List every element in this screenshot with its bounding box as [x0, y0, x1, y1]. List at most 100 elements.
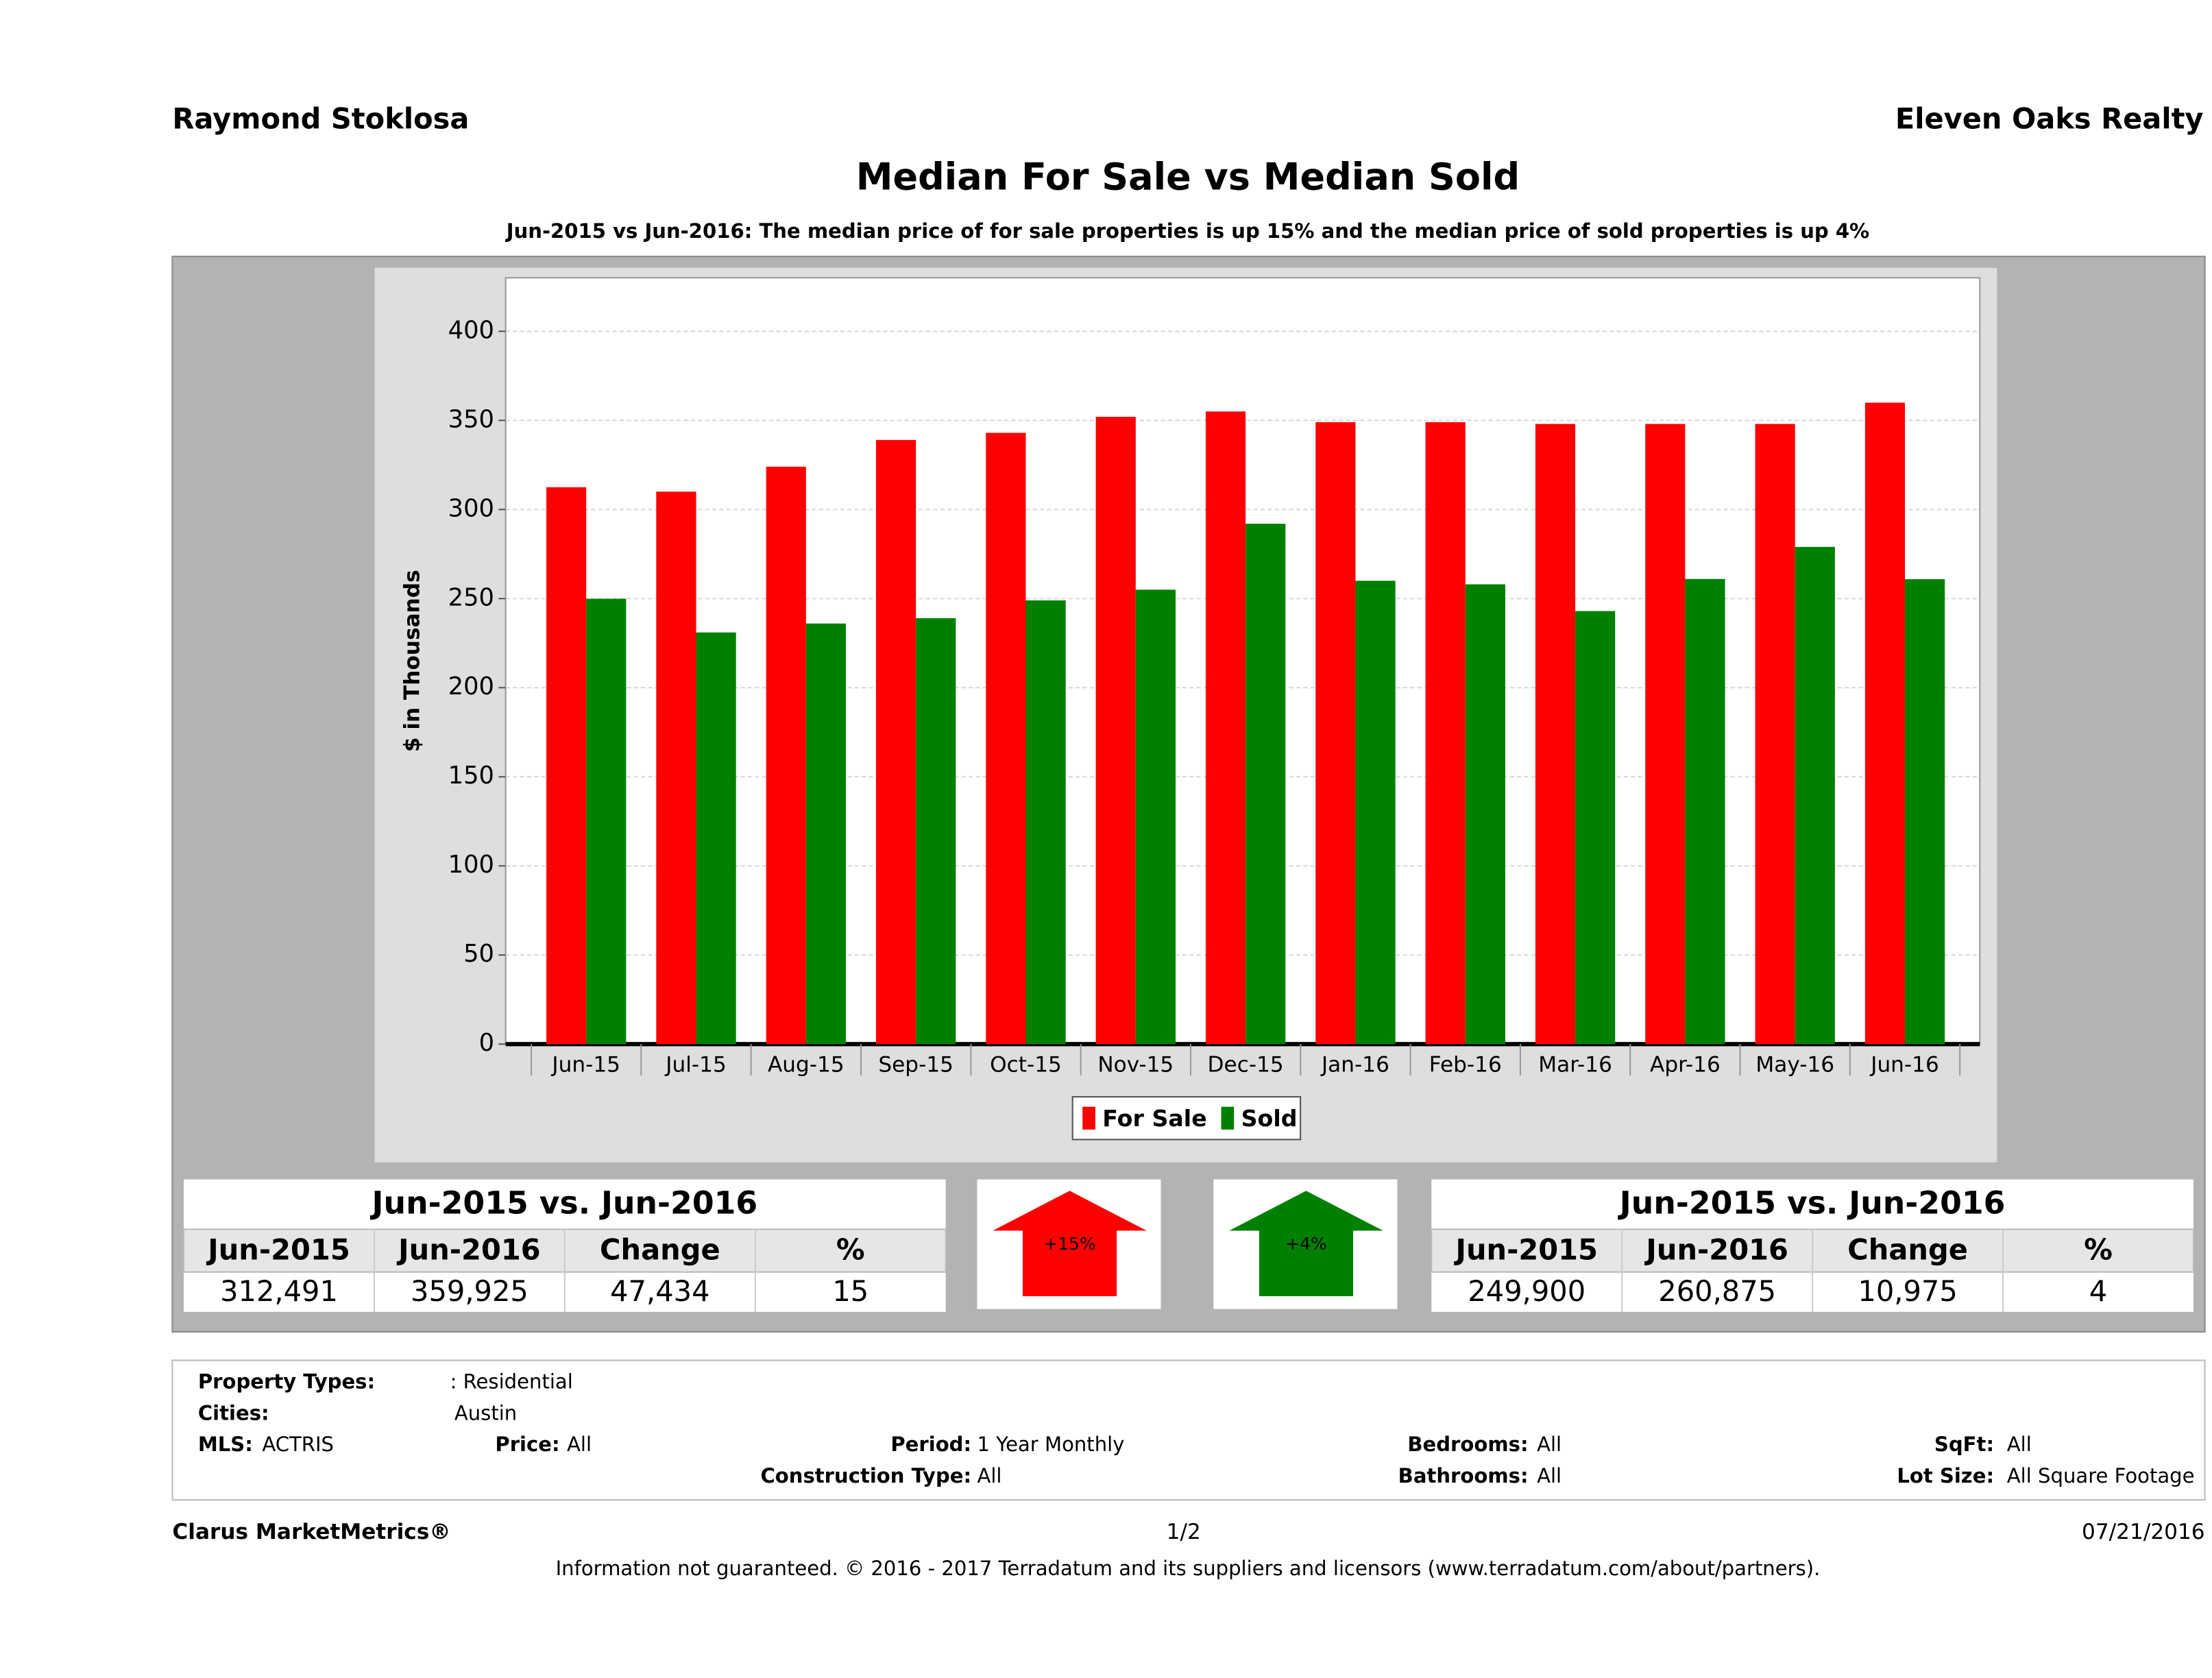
bar: [586, 598, 627, 1045]
y-tick-label: 100: [448, 851, 494, 879]
column-header: %: [836, 1233, 865, 1267]
bar: [1245, 524, 1286, 1045]
chart-title: Median For Sale vs Median Sold: [856, 156, 1520, 199]
filter-label: Construction Type:: [760, 1464, 971, 1487]
y-tick-label: 250: [448, 583, 494, 611]
column-header: Jun-2015: [1454, 1233, 1599, 1267]
page-number: 1/2: [1167, 1520, 1201, 1544]
legend-label: Sold: [1241, 1105, 1298, 1132]
bar: [986, 433, 1026, 1045]
bar: [1795, 546, 1835, 1045]
filter-value: : Residential: [450, 1370, 573, 1394]
bar: [1535, 424, 1576, 1045]
y-tick-label: 400: [448, 316, 494, 344]
table-cell: 10,975: [1858, 1274, 1957, 1308]
bar: [916, 618, 956, 1045]
y-tick-label: 350: [448, 405, 494, 433]
y-tick-label: 200: [448, 672, 494, 701]
bar: [546, 487, 587, 1045]
x-tick-label: Aug-15: [768, 1052, 844, 1077]
bar: [1575, 611, 1616, 1045]
bar: [1905, 579, 1945, 1045]
bar: [1135, 589, 1176, 1045]
filter-value: Austin: [454, 1401, 517, 1424]
column-header: Change: [600, 1233, 720, 1267]
report-date: 07/21/2016: [2082, 1520, 2205, 1544]
arrow-label: +4%: [1285, 1234, 1326, 1254]
bar: [1864, 402, 1906, 1045]
x-tick-label: Jun-15: [550, 1052, 620, 1077]
legend-label: For Sale: [1102, 1105, 1206, 1132]
agent-name: Raymond Stoklosa: [172, 102, 469, 136]
legend-box: [1071, 1096, 1302, 1141]
bar: [875, 439, 916, 1045]
x-tick-label: Jan-16: [1320, 1052, 1389, 1077]
filter-label: SqFt:: [1934, 1433, 1994, 1456]
bar: [805, 623, 847, 1045]
table-cell: 260,875: [1658, 1274, 1776, 1308]
y-tick-label: 150: [448, 762, 494, 790]
footer-brand: Clarus MarketMetrics®: [172, 1520, 450, 1544]
filter-value: All Square Footage: [2007, 1464, 2195, 1487]
change-arrow: [993, 1191, 1147, 1297]
filter-label: MLS:: [198, 1433, 253, 1456]
filter-value: All: [567, 1433, 592, 1456]
bar: [1025, 600, 1066, 1045]
filter-value: ACTRIS: [262, 1433, 334, 1456]
x-tick-label: Jul-15: [664, 1052, 726, 1077]
table-cell: 4: [2089, 1274, 2107, 1308]
bar: [1205, 411, 1246, 1045]
y-tick-label: 0: [479, 1029, 494, 1057]
y-axis-label: $ in Thousands: [400, 570, 425, 752]
bar: [1095, 417, 1136, 1045]
table-cell: 47,434: [610, 1274, 709, 1308]
x-tick-label: Sep-15: [878, 1052, 953, 1077]
filter-label: Price:: [495, 1433, 559, 1456]
filter-value: All: [2007, 1433, 2032, 1456]
filter-label: Bathrooms:: [1398, 1464, 1529, 1487]
x-tick-label: May-16: [1755, 1052, 1834, 1077]
filter-value: All: [1537, 1464, 1561, 1487]
bar: [696, 632, 736, 1045]
x-tick-label: Dec-15: [1208, 1052, 1284, 1077]
table-cell: 249,900: [1468, 1274, 1585, 1308]
column-header: Change: [1847, 1233, 1968, 1267]
bar: [1755, 424, 1795, 1045]
table-title: Jun-2015 vs. Jun-2016: [370, 1185, 758, 1221]
table-title: Jun-2015 vs. Jun-2016: [1618, 1185, 2006, 1221]
column-header: %: [2084, 1233, 2113, 1267]
table-cell: 359,925: [411, 1274, 528, 1308]
chart-subtitle: Jun-2015 vs Jun-2016: The median price o…: [505, 219, 1869, 243]
column-header: Jun-2015: [206, 1233, 350, 1267]
bar: [1425, 422, 1466, 1045]
column-header: Jun-2016: [396, 1233, 541, 1267]
x-tick-label: Nov-15: [1097, 1052, 1174, 1077]
filter-label: Lot Size:: [1897, 1464, 1994, 1487]
bar: [766, 466, 806, 1045]
x-tick-label: Mar-16: [1538, 1052, 1612, 1077]
y-tick-label: 50: [463, 940, 494, 968]
table-cell: 15: [832, 1274, 868, 1308]
legend-swatch: [1221, 1106, 1235, 1130]
filter-label: Property Types:: [198, 1370, 375, 1394]
filter-box: [171, 1359, 2206, 1501]
y-tick-label: 300: [448, 494, 494, 522]
bar: [1685, 579, 1725, 1045]
filter-value: All: [1537, 1433, 1561, 1456]
x-tick-label: Jun-16: [1869, 1052, 1939, 1077]
legend-swatch: [1082, 1106, 1095, 1130]
x-tick-label: Oct-15: [990, 1052, 1062, 1077]
x-tick-label: Feb-16: [1429, 1052, 1502, 1077]
disclaimer: Information not guaranteed. © 2016 - 201…: [556, 1557, 1821, 1580]
bar: [656, 491, 696, 1045]
filter-value: All: [977, 1464, 1001, 1487]
column-header: Jun-2016: [1644, 1233, 1788, 1267]
filter-label: Bedrooms:: [1407, 1433, 1528, 1456]
company-name: Eleven Oaks Realty: [1895, 102, 2204, 136]
bar: [1645, 424, 1686, 1045]
x-tick-label: Apr-16: [1650, 1052, 1721, 1077]
filter-label: Period:: [890, 1433, 971, 1456]
change-arrow: [1229, 1191, 1383, 1297]
